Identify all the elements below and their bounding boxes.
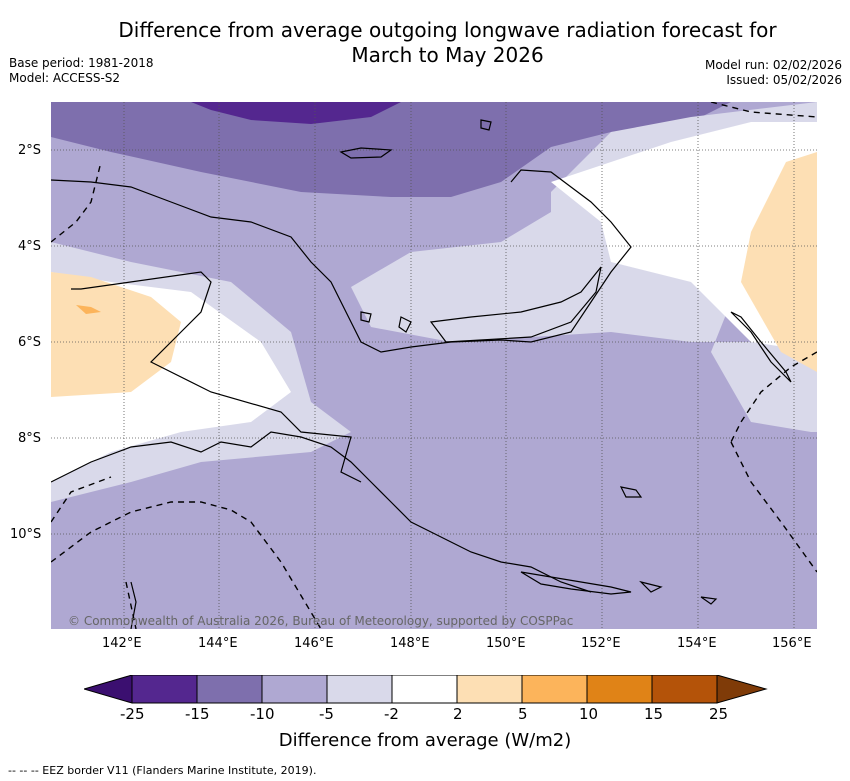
colorbar-bin-5 — [391, 675, 458, 704]
map-svg — [51, 102, 817, 629]
colorbar-bin-6 — [456, 675, 523, 704]
colorbar — [84, 675, 768, 704]
lat-label-10s: 10°S — [10, 527, 42, 542]
eez-legend-note: -- -- -- EEZ border V11 (Flanders Marine… — [8, 764, 317, 777]
chart-title: Difference from average outgoing longwav… — [0, 18, 850, 68]
colorbar-tick: -2 — [384, 705, 399, 723]
colorbar-title: Difference from average (W/m2) — [278, 730, 572, 751]
lon-label-150e: 150°E — [486, 636, 526, 651]
colorbar-bin-7 — [521, 675, 588, 704]
model-name: Model: ACCESS-S2 — [9, 71, 121, 85]
positive-band-west-core — [76, 305, 101, 314]
colorbar-tick: -25 — [120, 705, 145, 723]
colorbar-tick: -15 — [185, 705, 210, 723]
colorbar-bin-1 — [131, 675, 198, 704]
copyright-notice: © Commonwealth of Australia 2026, Bureau… — [68, 614, 574, 628]
colorbar-bin-4 — [326, 675, 393, 704]
colorbar-tick: -5 — [319, 705, 334, 723]
lat-label-6s: 6°S — [18, 335, 42, 350]
colorbar-tick: 15 — [644, 705, 664, 723]
map-panel — [51, 102, 817, 629]
meta-right: Model run: 02/02/2026 Issued: 05/02/2026 — [705, 58, 842, 88]
colorbar-extend-high — [716, 675, 768, 704]
colorbar-tick: 10 — [579, 705, 599, 723]
model-run: Model run: 02/02/2026 — [704, 58, 842, 72]
lon-label-148e: 148°E — [390, 636, 430, 651]
base-period: Base period: 1981-2018 — [9, 56, 154, 70]
colorbar-bin-3 — [261, 675, 328, 704]
title-line-1: Difference from average outgoing longwav… — [118, 18, 777, 42]
lon-label-156e: 156°E — [772, 636, 812, 651]
issued-date: Issued: 05/02/2026 — [726, 73, 842, 87]
graticule — [51, 102, 817, 629]
lat-label-2s: 2°S — [18, 143, 42, 158]
lon-label-152e: 152°E — [581, 636, 621, 651]
meta-left: Base period: 1981-2018 Model: ACCESS-S2 — [9, 56, 154, 86]
colorbar-bin-8 — [586, 675, 653, 704]
lat-label-8s: 8°S — [18, 431, 42, 446]
lon-label-146e: 146°E — [294, 636, 334, 651]
colorbar-bin-9 — [651, 675, 718, 704]
lat-label-4s: 4°S — [18, 239, 42, 254]
eez-borders — [51, 102, 817, 629]
coastline — [51, 119, 792, 629]
colorbar-tick: 2 — [453, 705, 463, 723]
lon-label-154e: 154°E — [677, 636, 717, 651]
lon-label-142e: 142°E — [102, 636, 142, 651]
positive-band-west — [51, 272, 181, 397]
positive-band-east — [741, 152, 817, 372]
colorbar-bin-2 — [196, 675, 263, 704]
lon-label-144e: 144°E — [198, 636, 238, 651]
anomaly-band-minus25 — [191, 102, 401, 124]
colorbar-extend-low — [84, 675, 133, 704]
colorbar-tick: -10 — [250, 705, 275, 723]
colorbar-tick: 25 — [709, 705, 729, 723]
title-line-2: March to May 2026 — [351, 43, 544, 67]
colorbar-tick: 5 — [518, 705, 528, 723]
